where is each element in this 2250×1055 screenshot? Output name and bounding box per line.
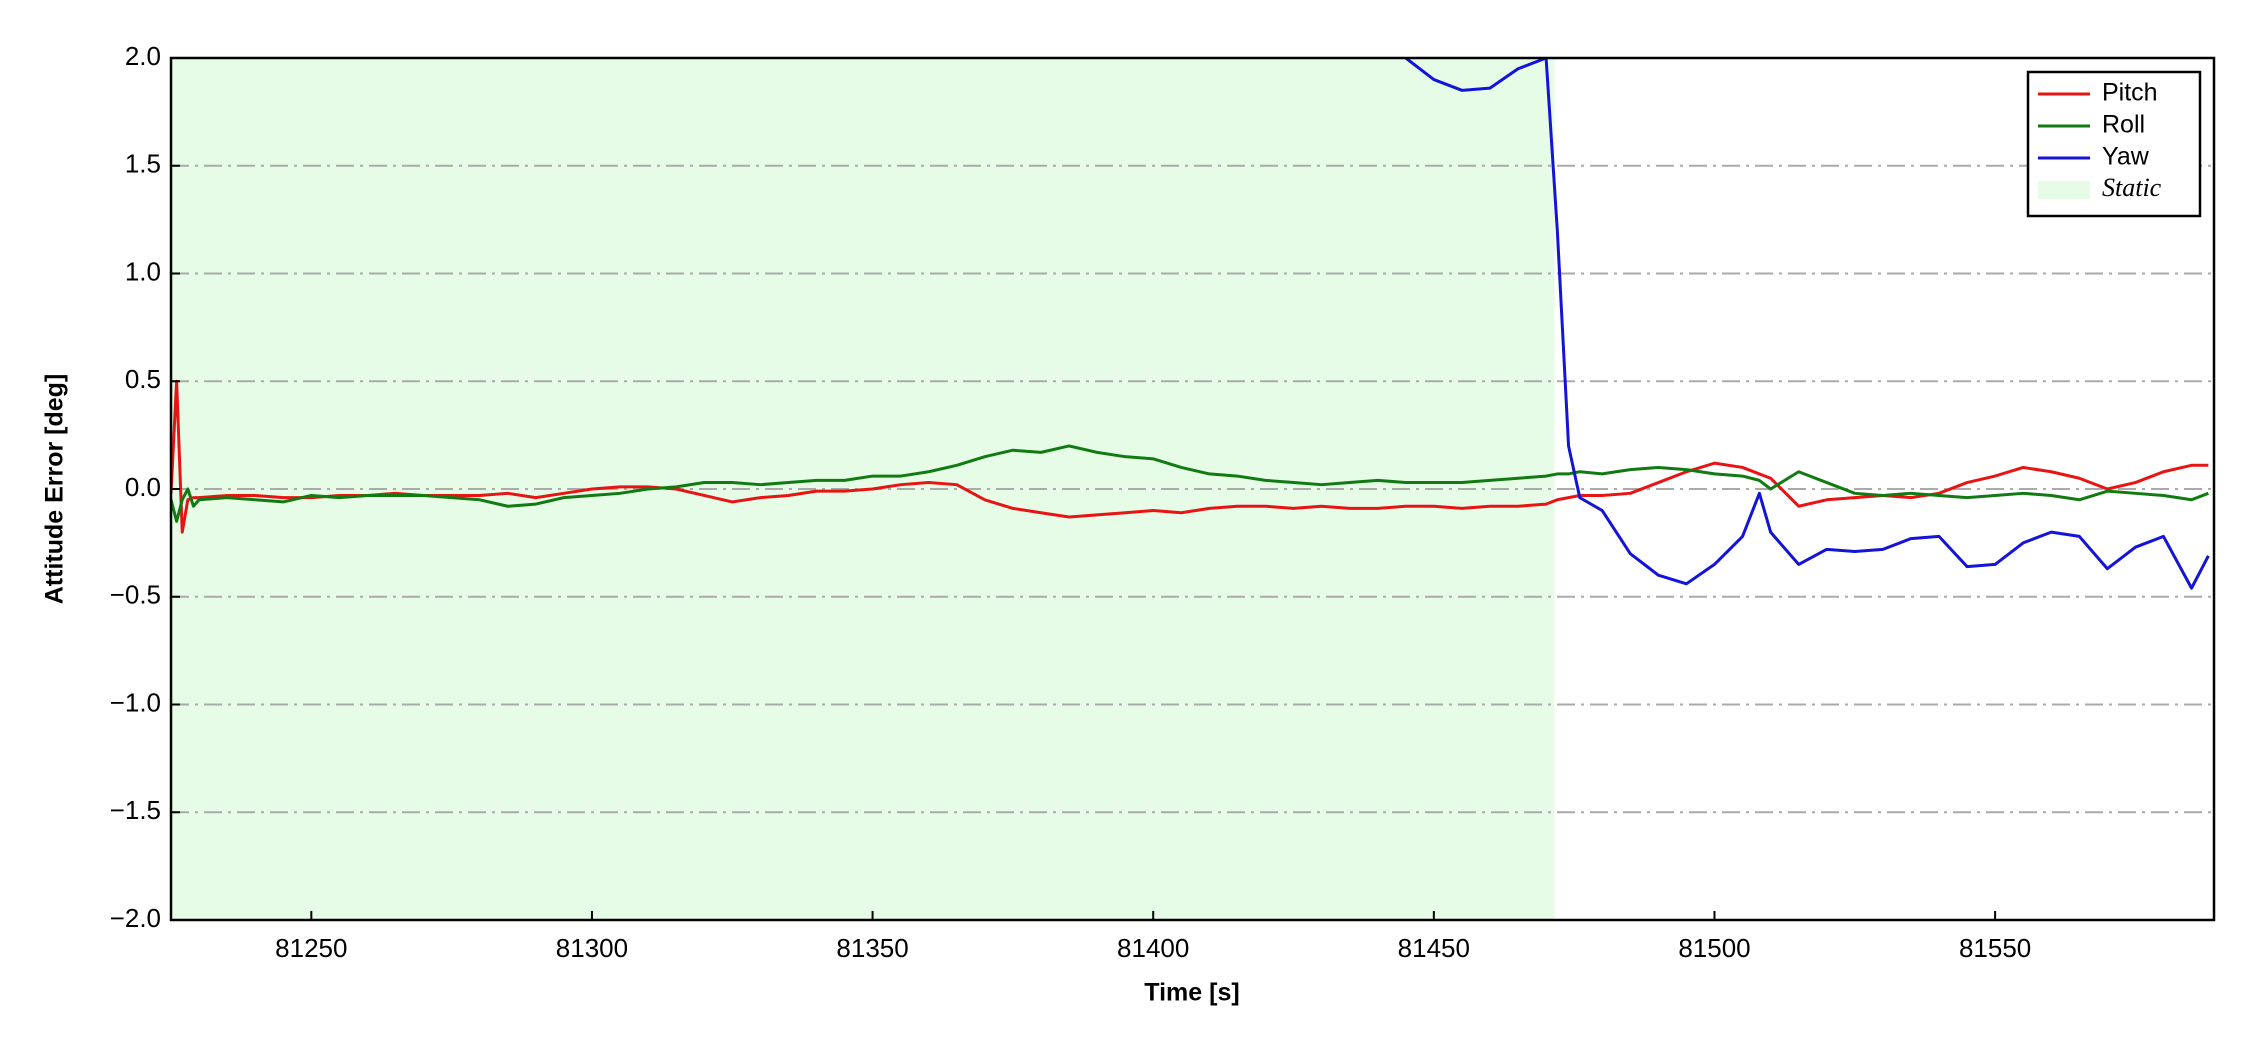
line-layer [171,58,2210,590]
x-tick-label: 81500 [1678,933,1750,963]
y-tick-label: 1.5 [125,149,161,179]
series-line [1404,58,2210,590]
y-tick-label: 0.0 [125,472,161,502]
y-tick-label: −1.5 [110,795,161,825]
x-tick-label: 81550 [1959,933,2031,963]
y-axis-label: Attitude Error [deg] [41,374,69,605]
x-axis-label: Time [s] [1144,979,1239,1007]
y-tick-label: −0.5 [110,580,161,610]
series-line [171,444,2209,523]
legend-label: Static [2102,173,2162,202]
y-tick-label: 1.0 [125,256,161,286]
legend-swatch [2038,181,2090,199]
x-tick-label: 81350 [836,933,908,963]
y-tick-label: 0.5 [125,364,161,394]
y-tick-label: −2.0 [110,903,161,933]
x-tick-label: 81250 [275,933,347,963]
legend-label: Roll [2102,111,2145,139]
legend-label: Pitch [2102,79,2158,107]
y-tick-label: −1.0 [110,687,161,717]
x-tick-label: 81450 [1398,933,1470,963]
x-tick-label: 81400 [1117,933,1189,963]
x-tick-label: 81300 [556,933,628,963]
legend-label: Yaw [2102,143,2150,171]
tick-layer: −2.0 −1.5 −1.0 −0.5 0.0 0.5 1.0 1.5 2.0 81250 8130… [110,41,2032,963]
y-tick-label: 2.0 [125,41,161,71]
